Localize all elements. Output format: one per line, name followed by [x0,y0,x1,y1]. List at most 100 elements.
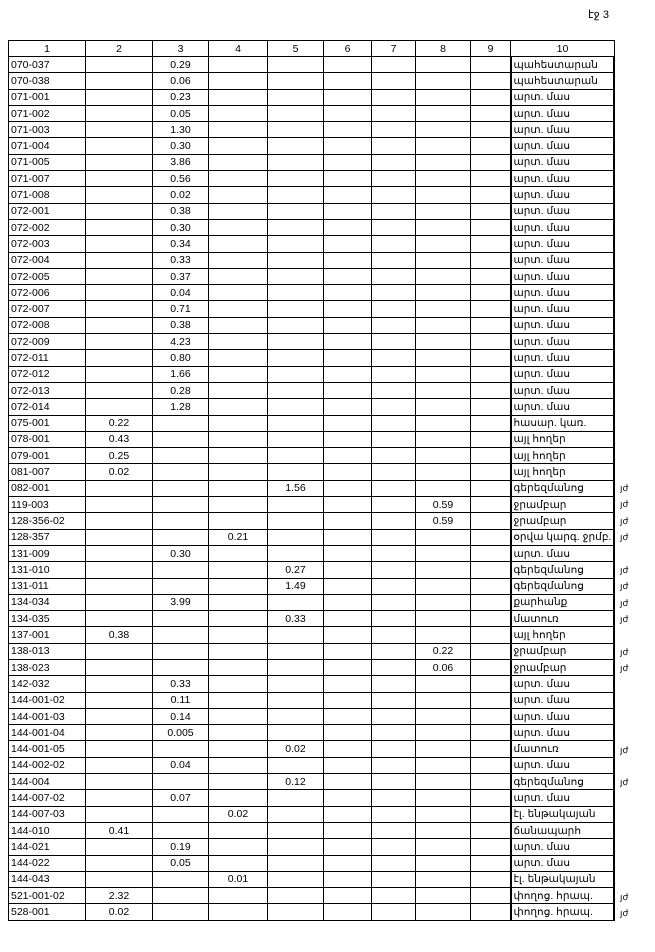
area-cell [470,72,511,90]
area-cell: 0.22 [85,414,153,432]
area-cell [470,821,511,840]
area-cell: 0.27 [267,561,324,579]
margin-mark: յժ [620,581,629,592]
area-cell [470,789,511,807]
land-use-cell: գերեզմանոց [509,577,616,595]
area-cell [85,838,153,856]
parcel-code-cell: 071-008 [8,186,86,204]
area-cell [470,496,511,514]
land-use-cell: պահեստարան [509,72,616,90]
parcel-code-cell: 078-001 [8,430,86,449]
parcel-code-cell: 072-004 [8,251,86,269]
area-cell [371,447,416,465]
area-cell [371,235,416,253]
land-use-cell: մատուռ [509,610,616,628]
area-cell [415,903,471,921]
area-cell [267,463,324,481]
area-cell [208,789,268,807]
area-cell [152,642,209,660]
area-cell [208,430,268,449]
area-cell [267,235,324,253]
area-cell [208,675,268,693]
column-header: 10 [510,40,615,57]
land-use-cell: փողոց. հրապ. [509,887,616,905]
margin-mark: յժ [620,646,629,657]
area-cell: 0.33 [267,610,324,628]
area-cell [415,316,471,335]
margin-mark: յժ [620,499,629,510]
area-cell [267,316,324,335]
area-cell [323,805,372,823]
table-row: 072-012 1.66 արտ. մաս [8,365,616,383]
area-cell: 0.06 [415,658,471,677]
area-cell [323,528,372,546]
area-cell [267,870,324,889]
area-cell [85,805,153,823]
area-cell [371,333,416,351]
area-cell [85,740,153,758]
area-cell [323,365,372,383]
area-cell: 0.12 [267,773,324,791]
area-cell: 0.04 [152,756,209,775]
area-cell [415,137,471,155]
column-header: 5 [267,40,324,57]
area-cell [470,544,511,563]
margin-mark: յժ [620,662,629,673]
area-cell [208,88,268,106]
land-use-cell: արտ. մաս [509,691,616,709]
area-cell [208,104,268,123]
area-cell [323,414,372,432]
area-cell [267,691,324,709]
area-cell [323,675,372,693]
area-cell [323,202,372,220]
area-cell [208,381,268,400]
area-cell: 0.11 [152,691,209,709]
area-cell [371,870,416,889]
land-use-cell: այլ հողեր [509,430,616,449]
area-cell [415,887,471,905]
land-use-cell: արտ. մաս [509,854,616,872]
area-cell [267,642,324,660]
area-cell [267,202,324,220]
parcel-code-cell: 144-022 [8,854,86,872]
land-use-cell: այլ հողեր [509,447,616,465]
area-cell [323,398,372,416]
area-cell [208,153,268,172]
table-row: 071-003 1.30 արտ. մաս [8,121,616,139]
area-cell [371,218,416,237]
area-cell [470,316,511,335]
area-cell: 0.38 [85,626,153,644]
table-row: 070-038 0.06 պահեստարան [8,72,616,90]
parcel-code-cell: 144-001-03 [8,707,86,726]
area-cell [371,153,416,172]
area-cell [152,903,209,921]
column-header: 9 [470,40,511,57]
area-cell [323,186,372,204]
area-cell [415,381,471,400]
area-cell: 0.59 [415,512,471,530]
area-cell [208,121,268,139]
area-cell [85,593,153,612]
parcel-code-cell: 072-011 [8,349,86,367]
parcel-code-cell: 119-003 [8,496,86,514]
area-cell [323,691,372,709]
parcel-code-cell: 071-001 [8,88,86,106]
table-row: 071-005 3.86 արտ. մաս [8,153,616,172]
column-header: 1 [8,40,86,57]
area-cell [85,675,153,693]
area-cell [415,707,471,726]
area-cell [371,789,416,807]
area-cell: 0.14 [152,707,209,726]
parcel-code-cell: 144-007-03 [8,805,86,823]
land-use-cell: ճանապարհ [509,821,616,840]
parcel-code-cell: 134-034 [8,593,86,612]
area-cell [208,593,268,612]
area-cell [470,88,511,106]
area-cell [85,789,153,807]
area-cell [470,186,511,204]
page-number: էջ 3 [588,9,609,21]
area-cell [267,333,324,351]
area-cell [152,577,209,595]
area-cell: 0.29 [152,55,209,74]
area-cell [267,349,324,367]
